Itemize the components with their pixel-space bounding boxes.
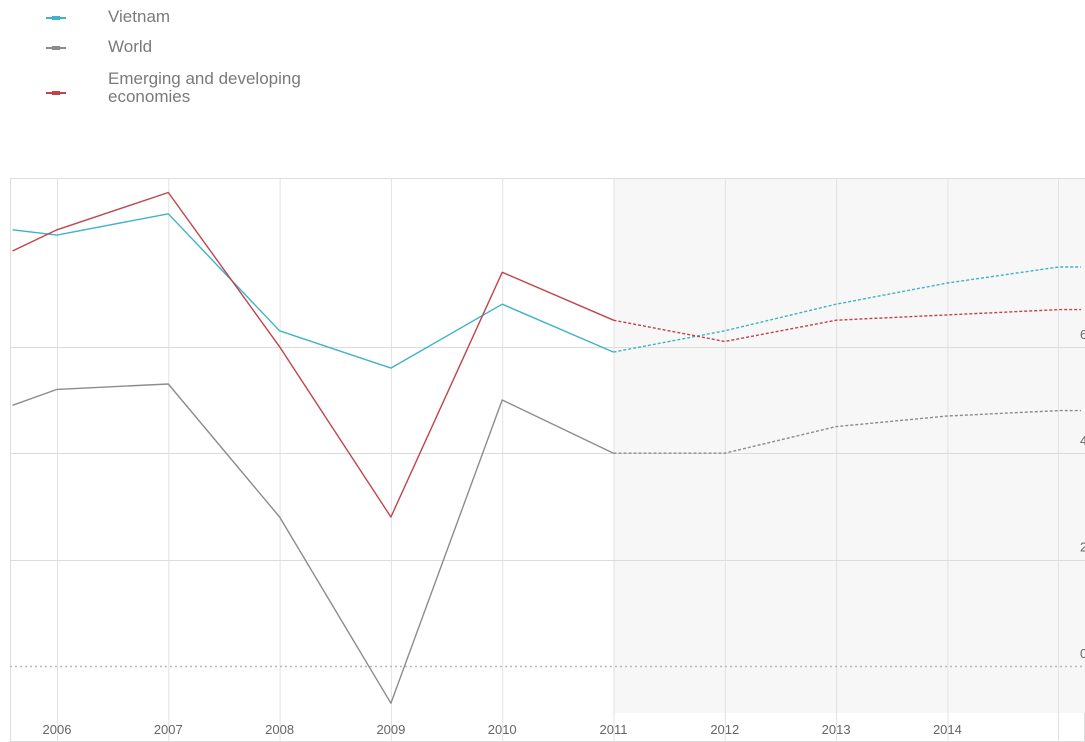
series-line-vietnam bbox=[12, 213, 614, 369]
y-tick-label: 0 bbox=[1080, 646, 1085, 661]
x-tick-label: 2014 bbox=[933, 722, 962, 737]
y-tick-label: 4 bbox=[1080, 433, 1085, 448]
series-projection-emerging bbox=[613, 308, 1081, 343]
series-line-emerging bbox=[12, 191, 614, 518]
x-tick-label: 2008 bbox=[265, 722, 294, 737]
legend-swatch-vietnam bbox=[46, 16, 66, 20]
y-tick-label: 2 bbox=[1080, 540, 1085, 555]
x-tick-label: 2006 bbox=[43, 722, 72, 737]
x-tick-label: 2009 bbox=[376, 722, 405, 737]
legend-swatch-world bbox=[46, 46, 66, 50]
legend-label-emerging: Emerging and developing economies bbox=[108, 69, 301, 106]
legend-item-vietnam[interactable]: Vietnam bbox=[46, 8, 348, 30]
legend-item-world[interactable]: World bbox=[46, 38, 348, 60]
x-tick-label: 2010 bbox=[488, 722, 517, 737]
series-line-world bbox=[12, 383, 614, 704]
legend-swatch-emerging bbox=[46, 91, 66, 95]
legend-label-vietnam: Vietnam bbox=[108, 7, 171, 26]
legend-item-emerging[interactable]: Emerging and developing economies bbox=[46, 70, 348, 110]
y-tick-label: 6 bbox=[1080, 327, 1085, 342]
series-projection-vietnam bbox=[613, 266, 1081, 353]
x-tick-label: 2013 bbox=[822, 722, 851, 737]
legend-label-world: World bbox=[108, 37, 153, 56]
series-projection-world bbox=[613, 409, 1081, 454]
x-tick-label: 2007 bbox=[154, 722, 183, 737]
x-tick-label: 2011 bbox=[600, 722, 628, 737]
legend: Vietnam World Emerging and developing ec… bbox=[46, 8, 348, 110]
x-tick-label: 2012 bbox=[710, 722, 739, 737]
projection-shade bbox=[613, 179, 1085, 713]
